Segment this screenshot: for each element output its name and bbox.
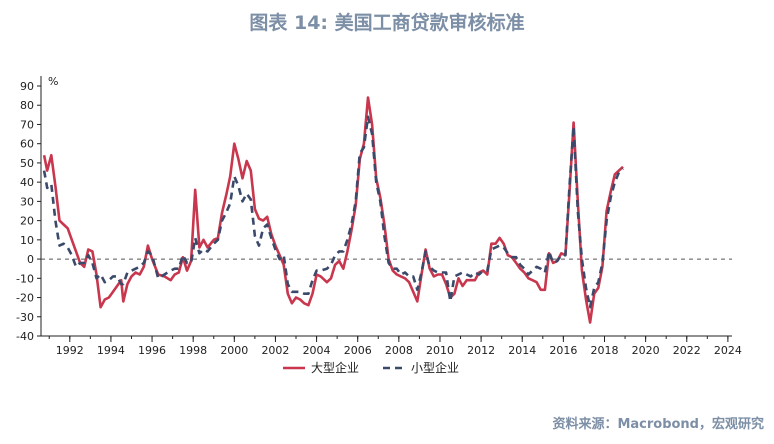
y-tick-label: 0 — [27, 253, 34, 266]
y-tick-label: -40 — [16, 330, 34, 343]
legend-label: 大型企业 — [311, 360, 359, 375]
y-tick-label: 50 — [20, 157, 34, 170]
y-tick-label: -10 — [16, 272, 34, 285]
y-tick-label: 80 — [20, 99, 34, 112]
x-tick-label: 2024 — [714, 344, 742, 357]
x-tick-label: 2004 — [303, 344, 331, 357]
x-tick-label: 2014 — [508, 344, 536, 357]
y-tick-label: 10 — [20, 234, 34, 247]
y-tick-label: 40 — [20, 176, 34, 189]
series-line-small-firms — [42, 115, 624, 309]
y-unit-label: % — [48, 75, 58, 88]
y-tick-label: -30 — [16, 311, 34, 324]
x-tick-label: 1992 — [56, 344, 84, 357]
y-tick-label: 90 — [20, 80, 34, 93]
y-tick-label: -20 — [16, 292, 34, 305]
x-tick-label: 2008 — [385, 344, 413, 357]
x-tick-label: 1996 — [138, 344, 166, 357]
x-tick-label: 2022 — [673, 344, 701, 357]
plot-area — [42, 96, 624, 324]
x-tick-label: 2016 — [549, 344, 577, 357]
x-tick-label: 2000 — [220, 344, 248, 357]
x-tick-label: 2020 — [632, 344, 660, 357]
y-tick-label: 30 — [20, 195, 34, 208]
source-note: 资料来源：Macrobond，宏观研究 — [552, 417, 764, 432]
x-tick-label: 1994 — [97, 344, 125, 357]
y-tick-label: 70 — [20, 118, 34, 131]
legend: 大型企业 小型企业 — [283, 360, 459, 375]
y-tick-label: 20 — [20, 215, 34, 228]
x-tick-label: 2012 — [467, 344, 495, 357]
x-tick-label: 2018 — [590, 344, 618, 357]
y-tick-label: 60 — [20, 138, 34, 151]
x-tick-label: 2010 — [426, 344, 454, 357]
series-line-large-firms — [42, 96, 624, 324]
x-tick-label: 2002 — [261, 344, 289, 357]
x-tick-label: 2006 — [344, 344, 372, 357]
legend-label: 小型企业 — [411, 360, 459, 375]
x-tick-label: 1998 — [179, 344, 207, 357]
chart-title: 图表 14: 美国工商贷款审核标准 — [249, 12, 525, 34]
